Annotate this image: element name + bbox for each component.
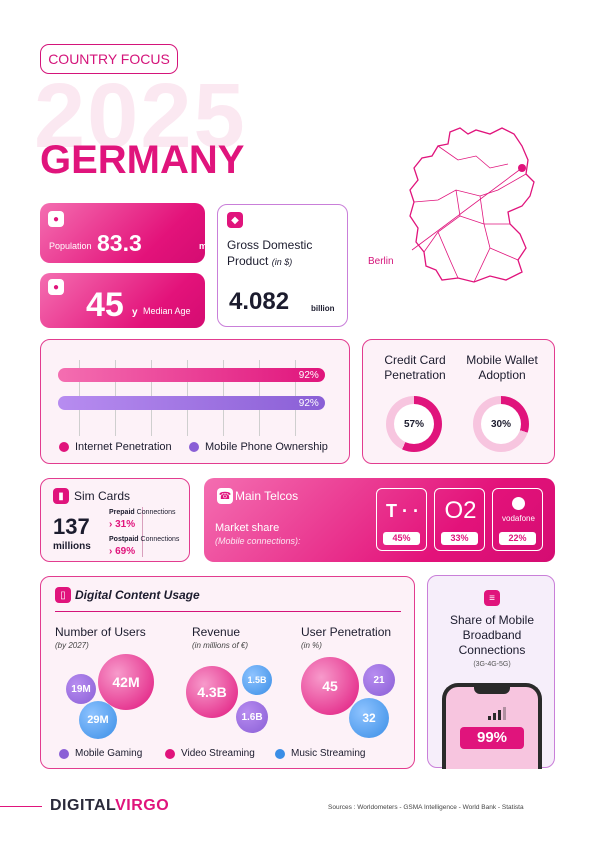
o2-share: 33% [441,532,478,545]
broadband-title: Share of Mobile Broadband Connections [449,613,535,657]
mobile-bar-label: 92% [298,398,319,409]
mobile-broadband-card: ≡ Share of Mobile Broadband Connections … [427,575,555,769]
telcos-title: Main Telcos [235,489,299,503]
gdp-card: ◆ Gross Domestic Product (in $) 4.082 bi… [217,204,348,327]
tablet-icon: ▯ [55,587,71,603]
state-borders [413,145,527,283]
gdp-unit: billion [311,304,335,313]
digital-title: Digital Content Usage [75,588,200,602]
gdp-title: Gross Domestic Product (in $) [227,237,342,270]
gdp-title-text: Gross Domestic Product [227,238,313,268]
legend-music: Music Streaming [275,748,365,759]
broadband-value: 99% [460,727,524,749]
population-value: 83.3 [97,230,142,256]
population-unit: millions [199,241,234,251]
postpaid-label: Postpaid Connections [109,536,180,543]
market-share-label: Market share [215,522,280,534]
gdp-value: 4.082 [229,288,290,315]
legend-gaming: Mobile Gaming [59,748,142,759]
legend-internet-label: Internet Penetration [75,441,172,453]
year-watermark: 2025 [34,65,247,167]
legend-mobile: Mobile Phone Ownership [189,441,328,453]
sim-title: Sim Cards [74,489,131,503]
population-label: Population [49,241,92,251]
penetration-music-bubble: 32 [349,698,389,738]
gdp-subtitle: (in $) [271,257,293,267]
sim-total-unit: millions [53,541,91,552]
legend-mobile-label: Mobile Phone Ownership [205,441,328,453]
telekom-logo: T · · [386,501,419,521]
revenue-sub: (in millions of €) [192,641,249,650]
mobile-dot [189,442,199,452]
revenue-video-bubble: 4.3B [186,666,238,718]
legend-internet: Internet Penetration [59,441,172,453]
penetration-sub: (in %) [301,641,322,650]
users-heading: Number of Users [55,625,146,639]
internet-dot [59,442,69,452]
berlin-label: Berlin [368,256,394,267]
person-icon: ● [48,211,64,227]
o2-logo: O2 [444,497,477,524]
diamond-icon: ◆ [227,212,243,228]
signal-bars-icon [488,707,506,720]
users-gaming-bubble: 19M [66,674,96,704]
revenue-gaming-bubble: 1.6B [236,701,268,733]
sim-total: 137 [53,514,90,539]
credit-card-title: Credit Card Penetration [384,353,446,382]
head-icon: ● [48,279,64,295]
penetration-video-bubble: 45 [301,657,359,715]
mobile-ownership-bar: 92% [58,396,325,410]
mobile-wallet-value: 30% [490,418,511,430]
revenue-music-bubble: 1.5B [242,665,272,695]
broadband-sub: (3G-4G-5G) [473,661,511,668]
population-card: ● Population 83.3 millions [40,203,233,263]
mobile-wallet-ring: 30% [473,396,529,452]
footer-line [0,806,42,808]
sim-divider [142,507,143,557]
credit-card-ring: 57% [386,396,442,452]
median-age-value: 45 [86,286,124,324]
vodafone-logo-box: vodafone 22% [492,488,543,551]
o2-logo-box: O2 33% [434,488,485,551]
country-title: GERMANY [40,138,245,182]
digital-content-card: ▯ Digital Content Usage Number of Users … [40,576,415,769]
sources-text: Sources : Worldometers - GSMA Intelligen… [328,804,524,811]
prepaid-label: Prepaid Connections [109,509,176,516]
median-age-suffix: y [132,307,138,318]
internet-bar: 92% [58,368,325,382]
users-video-bubble: 42M [98,654,154,710]
phone-icon: ☎ [217,488,233,504]
users-sub: (by 2027) [55,641,89,650]
median-age-card: ● 45 y Median Age [40,273,205,328]
vodafone-symbol-icon [512,497,525,510]
users-music-bubble: 29M [79,701,117,739]
country-focus-tag: COUNTRY FOCUS [40,44,178,74]
digital-divider [55,611,401,612]
credit-card-value: 57% [403,418,424,430]
germany-map [409,127,535,283]
median-age-label: Median Age [143,306,191,316]
penetration-gaming-bubble: 21 [363,664,395,696]
prepaid-value: › 31% [109,519,136,530]
telekom-share: 45% [383,532,420,545]
signal-icon: ≡ [484,590,500,606]
main-telcos-card: ☎ Main Telcos Market share (Mobile conne… [204,478,555,562]
payments-card: Credit Card Penetration Mobile Wallet Adop… [362,339,555,464]
vodafone-share: 22% [499,532,536,545]
postpaid-value: › 69% [109,546,136,557]
market-share-sub: (Mobile connections): [215,536,301,546]
legend-video: Video Streaming [165,748,255,759]
sim-card-icon: ▮ [53,488,69,504]
internet-bar-label: 92% [298,370,319,381]
brand-logo: DIGITALVIRGO [50,797,170,814]
revenue-heading: Revenue [192,625,241,639]
vodafone-logo: vodafone [502,514,535,523]
phone-illustration: 99% [442,683,542,769]
penetration-heading: User Penetration [301,625,392,639]
telekom-logo-box: T · · 45% [376,488,427,551]
mobile-wallet-title: Mobile Wallet Adoption [466,353,538,382]
berlin-leader-line [411,167,523,251]
penetration-card: 92% 92% Internet Penetration Mobile Phon… [40,339,350,464]
sim-cards-card: ▮ Sim Cards 137 millions Prepaid Connect… [40,478,190,562]
